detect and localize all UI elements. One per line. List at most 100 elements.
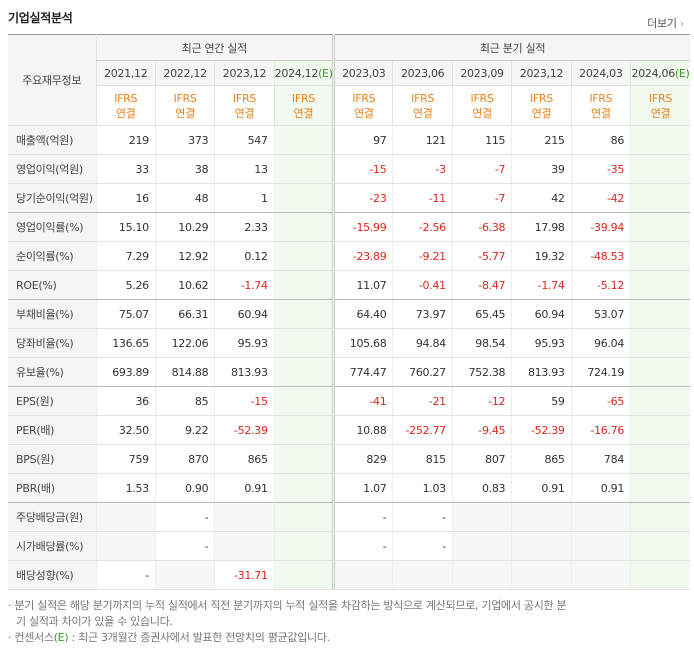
cell: 870: [154, 444, 215, 474]
cell: 19.32: [511, 241, 572, 271]
cell: 32.50: [95, 415, 156, 445]
row-label: 주당배당금(원): [8, 502, 96, 532]
cell: 373: [154, 125, 215, 155]
cell: 547: [214, 125, 275, 155]
cell: -52.39: [214, 415, 275, 445]
group-header: 최근 연간 실적: [95, 34, 334, 61]
note: · 컨센서스(E) : 최근 3개월간 증권사에서 발표한 전망치의 평균값입니…: [8, 631, 330, 644]
header: 기업실적분석 더보기: [0, 0, 694, 34]
scope: 연결: [293, 106, 314, 120]
cell: -65: [570, 386, 631, 416]
basis: IFRS 연결: [332, 85, 393, 126]
cell: [273, 531, 334, 561]
cell: 48: [154, 183, 215, 213]
basis: IFRS 연결: [630, 85, 690, 126]
data-row: 배당성향(%) - -31.71: [8, 560, 690, 590]
cell: [273, 357, 334, 387]
data-row: PBR(배) 1.53 0.90 0.91 1.07 1.03 0.83 0.91 0.91: [8, 473, 690, 503]
cell: -8.47: [451, 270, 512, 300]
standard: IFRS: [649, 91, 673, 105]
row-label: 유보율(%): [8, 357, 96, 387]
more-link[interactable]: 더보기: [647, 15, 684, 31]
row-label: BPS(원): [8, 444, 96, 474]
scope: 연결: [412, 106, 433, 120]
cell: -15: [332, 154, 393, 184]
cell: [273, 415, 334, 445]
standard: IFRS: [470, 91, 494, 105]
column-date: 2023,12: [214, 60, 275, 86]
date-text: 2024,06: [631, 66, 676, 80]
row-label: 매출액(억원): [8, 125, 96, 155]
cell: 774.47: [332, 357, 393, 387]
cell: -15: [214, 386, 275, 416]
cell: 815: [392, 444, 453, 474]
cell: 0.83: [451, 473, 512, 503]
cell: [630, 531, 690, 561]
scope: 연결: [591, 106, 611, 120]
cell: 13: [214, 154, 275, 184]
cell: 1.03: [392, 473, 453, 503]
cell: [511, 560, 572, 590]
cell: [630, 415, 690, 445]
data-row: EPS(원) 36 85 -15 -41 -21 -12 59 -65: [8, 386, 690, 416]
date-text: 2023,12: [222, 66, 267, 80]
cell: 95.93: [511, 328, 572, 358]
data-row: 영업이익(억원) 33 38 13 -15 -3 -7 39 -35: [8, 154, 690, 184]
cell: [451, 560, 512, 590]
cell: 86: [570, 125, 631, 155]
cell: 53.07: [570, 299, 631, 329]
cell: 17.98: [511, 212, 572, 242]
cell: 760.27: [392, 357, 453, 387]
standard: IFRS: [411, 91, 435, 105]
cell: [630, 241, 690, 271]
date-text: 2024,03: [579, 66, 623, 80]
basis: IFRS 연결: [273, 85, 334, 126]
cell: [451, 502, 512, 532]
cell: 9.22: [154, 415, 215, 445]
column-date: 2024,03: [570, 60, 631, 86]
cell: [630, 386, 690, 416]
cell: 10.88: [332, 415, 393, 445]
cell: 1.07: [332, 473, 393, 503]
basis: IFRS 연결: [511, 85, 572, 126]
header-row: 2021,12 2022,12 2023,12 2024,12(E) 2023,03 20…: [8, 60, 690, 86]
cell: -31.71: [214, 560, 275, 590]
data-row: ROE(%) 5.26 10.62 -1.74 11.07 -0.41 -8.47 -1.74…: [8, 270, 690, 300]
cell: 75.07: [95, 299, 156, 329]
row-label: 당기순이익(억원): [8, 183, 96, 213]
cell: [511, 531, 572, 561]
cell: 0.91: [214, 473, 275, 503]
column-date: 2023,12: [511, 60, 572, 86]
row-label: EPS(원): [8, 386, 96, 416]
cell: -9.45: [451, 415, 512, 445]
column-date: 2024,12(E): [273, 60, 334, 86]
cell: [630, 299, 690, 329]
cell: 12.92: [154, 241, 215, 271]
header-row: IFRS 연결 IFRS 연결 IFRS 연결 IFRS 연결 IFRS 연결 IFRS 연결 IFRS…: [8, 85, 690, 126]
cell: 10.29: [154, 212, 215, 242]
cell: [630, 444, 690, 474]
cell: 59: [511, 386, 572, 416]
cell: 5.26: [95, 270, 156, 300]
cell: [630, 502, 690, 532]
data-row: 순이익률(%) 7.29 12.92 0.12 -23.89 -9.21 -5.77 19.3…: [8, 241, 690, 271]
cell: [570, 560, 631, 590]
cell: -: [95, 560, 156, 590]
cell: -: [332, 531, 393, 561]
cell: [273, 560, 334, 590]
cell: -21: [392, 386, 453, 416]
cell: 814.88: [154, 357, 215, 387]
basis: IFRS 연결: [392, 85, 453, 126]
basis: IFRS 연결: [570, 85, 631, 126]
note-text: 분기 실적은 해당 분기까지의 누적 실적에서 직전 분기까지의 누적 실적을 …: [14, 599, 567, 628]
cell: 759: [95, 444, 156, 474]
cell: 693.89: [95, 357, 156, 387]
cell: [630, 560, 690, 590]
section-title: 기업실적분석: [8, 11, 73, 25]
cell: [95, 531, 156, 561]
date-text: 2022,12: [163, 66, 207, 80]
cell: -3: [392, 154, 453, 184]
cell: 36: [95, 386, 156, 416]
row-label: 부채비율(%): [8, 299, 96, 329]
basis: IFRS 연결: [95, 85, 156, 126]
